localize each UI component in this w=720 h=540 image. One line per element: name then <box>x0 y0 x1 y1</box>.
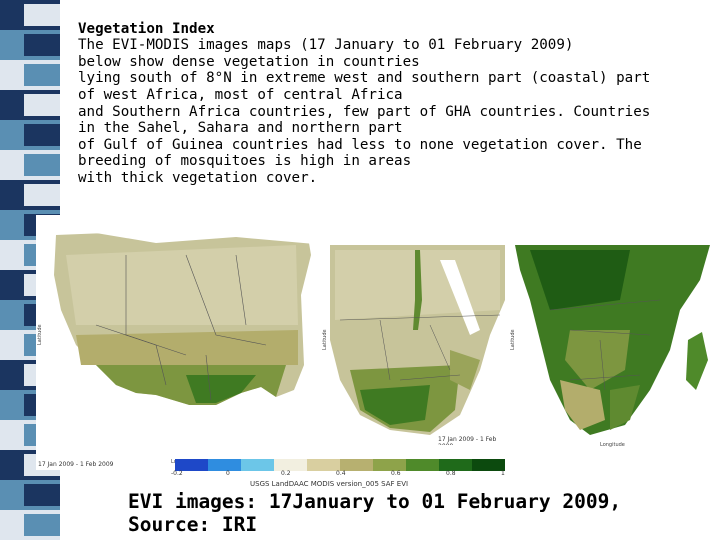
stripe-inner-block <box>24 184 60 206</box>
slide-body: Vegetation Index The EVI-MODIS images map… <box>78 4 698 187</box>
colorbar-swatch <box>340 459 374 471</box>
colorbar <box>175 456 506 471</box>
colorbar-swatch <box>307 459 341 471</box>
slide-paragraph: The EVI-MODIS images maps (17 January to… <box>78 37 651 186</box>
colorbar-tick-label: -0.2 <box>171 470 183 477</box>
colorbar-swatch <box>241 459 275 471</box>
map-southern-africa: Latitude Longitude <box>510 240 720 450</box>
colorbar-tick-label: 0 <box>226 470 230 477</box>
stripe-inner-block <box>24 124 60 146</box>
colorbar-source: USGS LandDAAC MODIS version_005 SAF EVI <box>250 480 409 488</box>
colorbar-swatch <box>274 459 308 471</box>
stripe-inner-block <box>24 4 60 26</box>
stripe-inner-block <box>24 514 60 536</box>
colorbar-swatch <box>472 459 506 471</box>
colorbar-swatch <box>175 459 209 471</box>
colorbar-swatch <box>208 459 242 471</box>
slide-title: Vegetation Index <box>78 20 215 37</box>
colorbar-tick-label: 0.6 <box>391 470 401 477</box>
map-west-africa: Latitude Longitude 17 Jan 2009 - 1 Feb 2… <box>36 215 326 470</box>
colorbar-tick-label: 0.4 <box>336 470 346 477</box>
figure-caption: EVI images: 17January to 01 February 200… <box>128 490 622 536</box>
stripe-inner-block <box>24 34 60 56</box>
svg-text:Latitude: Latitude <box>322 329 328 350</box>
svg-text:Latitude: Latitude <box>37 324 43 345</box>
svg-text:Latitude: Latitude <box>510 329 516 350</box>
colorbar-ticks: -0.2 0 0.2 0.4 0.6 0.8 1 <box>171 470 505 480</box>
stripe-inner-block <box>24 94 60 116</box>
colorbar-tick-label: 0.8 <box>446 470 456 477</box>
colorbar-swatch <box>439 459 473 471</box>
colorbar-tick-label: 0.2 <box>281 470 291 477</box>
map-east-africa: Latitude 17 Jan 2009 - 1 Feb 2009 <box>320 240 510 445</box>
decorative-stripe <box>0 0 60 540</box>
map-west-date: 17 Jan 2009 - 1 Feb 2009 <box>38 461 114 468</box>
colorbar-swatch <box>373 459 407 471</box>
stripe-inner-block <box>24 64 60 86</box>
svg-text:Longitude: Longitude <box>600 442 625 448</box>
colorbar-tick-label: 1 <box>501 470 505 477</box>
colorbar-swatch <box>406 459 440 471</box>
stripe-inner-block <box>24 154 60 176</box>
map-east-date: 17 Jan 2009 - 1 Feb 2009 <box>438 436 497 445</box>
stripe-inner-block <box>24 484 60 506</box>
